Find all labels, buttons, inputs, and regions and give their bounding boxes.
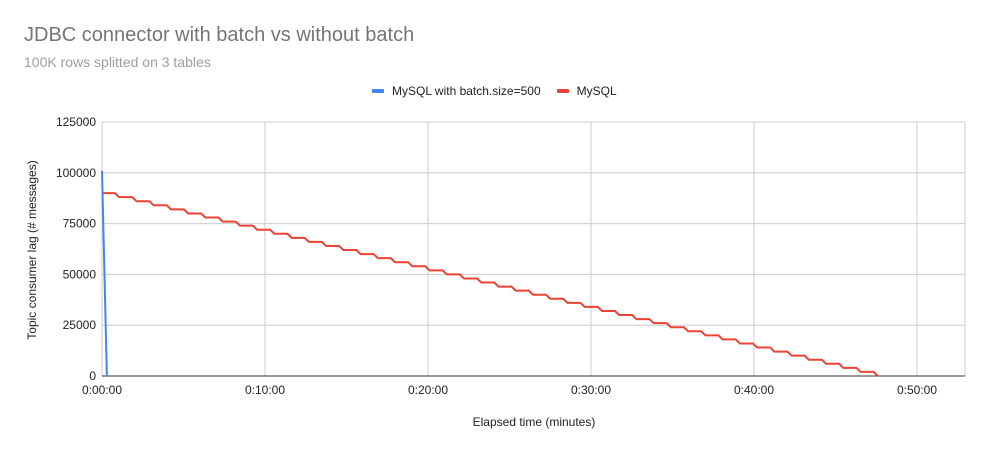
x-tick-label: 0:40:00 — [734, 383, 774, 397]
x-tick-label: 0:50:00 — [897, 383, 937, 397]
legend-swatch-icon — [556, 89, 569, 93]
legend-item-batch[interactable]: MySQL with batch.size=500 — [372, 84, 541, 98]
legend: MySQL with batch.size=500 MySQL — [372, 84, 633, 98]
y-axis-ticks: 0 25000 50000 75000 100000 125000 — [56, 115, 96, 383]
legend-label: MySQL — [576, 84, 617, 98]
x-tick-label: 0:10:00 — [245, 383, 285, 397]
y-axis-label: Topic consumer lag (# messages) — [25, 160, 39, 339]
y-tick-label: 0 — [89, 369, 96, 383]
x-axis-label: Elapsed time (minutes) — [473, 415, 596, 429]
x-tick-label: 0:30:00 — [571, 383, 611, 397]
gridlines — [101, 121, 966, 376]
x-tick-label: 0:20:00 — [408, 383, 448, 397]
y-tick-label: 75000 — [63, 217, 97, 231]
y-tick-label: 125000 — [56, 115, 96, 129]
y-tick-label: 25000 — [63, 318, 97, 332]
y-tick-label: 100000 — [56, 166, 96, 180]
x-axis-ticks: 0:00:00 0:10:00 0:20:00 0:30:00 0:40:00 0:50:… — [82, 383, 937, 397]
series-batch-line[interactable] — [101, 170, 108, 377]
legend-swatch-icon — [372, 89, 384, 93]
series-mysql-line[interactable] — [102, 192, 879, 377]
legend-label: MySQL with batch.size=500 — [392, 84, 541, 98]
y-tick-label: 50000 — [63, 267, 97, 281]
chart-title: JDBC connector with batch vs without bat… — [24, 24, 415, 46]
x-tick-label: 0:00:00 — [82, 383, 122, 397]
chart-subtitle: 100K rows splitted on 3 tables — [24, 54, 211, 70]
legend-item-mysql[interactable]: MySQL — [556, 84, 617, 98]
